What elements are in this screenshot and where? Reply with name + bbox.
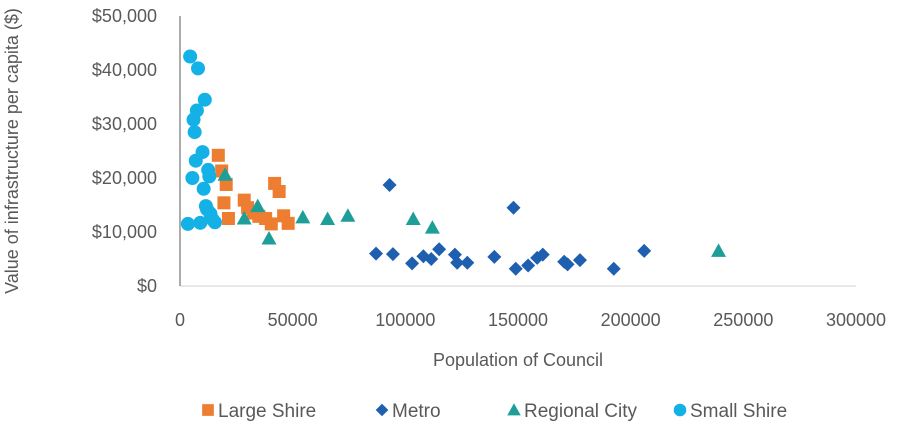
legend-marker-diamond bbox=[375, 403, 389, 417]
y-tick-label: $30,000 bbox=[92, 114, 157, 134]
legend-item-metro: Metro bbox=[375, 401, 441, 422]
x-tick-label: 100000 bbox=[375, 310, 435, 330]
y-axis-title: Value of infrastructure per capita ($) bbox=[2, 8, 22, 294]
triangle-data-point bbox=[261, 230, 277, 245]
square-data-point bbox=[272, 185, 286, 198]
square-data-point bbox=[219, 177, 233, 191]
x-axis-title: Population of Council bbox=[433, 350, 603, 370]
circle-data-point bbox=[197, 92, 212, 107]
triangle-data-point bbox=[250, 198, 266, 213]
triangle-data-point bbox=[711, 243, 727, 257]
diamond-data-point bbox=[508, 261, 523, 276]
x-tick-label: 50000 bbox=[268, 310, 318, 330]
diamond-data-point bbox=[369, 246, 384, 261]
y-tick-label: $20,000 bbox=[92, 168, 157, 188]
x-tick-label: 150000 bbox=[488, 310, 548, 330]
series-metro bbox=[369, 178, 652, 276]
diamond-data-point bbox=[460, 255, 475, 270]
legend-marker-square bbox=[202, 404, 214, 416]
square-data-point bbox=[221, 212, 235, 225]
legend-item-small-shire: Small Shire bbox=[673, 401, 787, 422]
circle-data-point bbox=[180, 216, 195, 231]
x-tick-label: 0 bbox=[175, 310, 185, 330]
square-data-point bbox=[281, 216, 295, 230]
diamond-data-point bbox=[521, 258, 536, 273]
circle-data-point bbox=[202, 169, 217, 184]
circle-data-point bbox=[185, 171, 200, 185]
diamond-data-point bbox=[405, 256, 420, 271]
x-tick-label: 300000 bbox=[826, 310, 886, 330]
y-tick-label: $0 bbox=[137, 276, 157, 296]
plot-points bbox=[180, 49, 727, 276]
diamond-data-point bbox=[424, 252, 439, 266]
diamond-data-point bbox=[530, 250, 545, 265]
diamond-data-point bbox=[572, 253, 587, 268]
legend-item-large-shire: Large Shire bbox=[202, 401, 316, 422]
series-small-shire bbox=[180, 49, 222, 231]
diamond-data-point bbox=[450, 255, 465, 270]
legend-label: Small Shire bbox=[690, 401, 787, 422]
x-tick-label: 200000 bbox=[601, 310, 661, 330]
triangle-data-point bbox=[320, 211, 336, 226]
x-tick-label: 250000 bbox=[713, 310, 773, 330]
circle-data-point bbox=[195, 145, 210, 160]
diamond-data-point bbox=[637, 243, 652, 258]
legend: Large Shire Metro Regional City Small Shire bbox=[202, 401, 787, 422]
circle-data-point bbox=[189, 103, 204, 118]
y-axis-ticks: $0 $10,000 $20,000 $30,000 $40,000 $50,000 bbox=[92, 6, 157, 296]
diamond-data-point bbox=[382, 178, 397, 193]
circle-data-point bbox=[207, 215, 222, 230]
legend-marker-triangle bbox=[507, 403, 521, 416]
diamond-data-point bbox=[385, 247, 400, 262]
y-tick-label: $40,000 bbox=[92, 60, 157, 80]
diamond-data-point bbox=[432, 242, 447, 257]
diamond-data-point bbox=[506, 200, 521, 215]
y-tick-label: $10,000 bbox=[92, 222, 157, 242]
circle-data-point bbox=[187, 125, 202, 140]
square-data-point bbox=[264, 217, 278, 231]
diamond-data-point bbox=[606, 261, 621, 276]
triangle-data-point bbox=[295, 209, 311, 224]
circle-data-point bbox=[191, 61, 206, 76]
legend-label: Large Shire bbox=[218, 401, 316, 422]
legend-label: Metro bbox=[392, 401, 441, 422]
triangle-data-point bbox=[217, 167, 233, 181]
series-large-shire bbox=[211, 148, 295, 231]
diamond-data-point bbox=[487, 249, 502, 264]
diamond-data-point bbox=[535, 247, 550, 262]
y-tick-label: $50,000 bbox=[92, 6, 157, 26]
circle-data-point bbox=[183, 49, 198, 64]
legend-item-regional-city: Regional City bbox=[507, 401, 637, 422]
circle-data-point bbox=[196, 181, 211, 196]
legend-marker-circle bbox=[673, 403, 687, 417]
triangle-data-point bbox=[236, 211, 252, 225]
x-axis-ticks: 0 50000 100000 150000 200000 250000 300000 bbox=[175, 310, 886, 330]
triangle-data-point bbox=[340, 208, 356, 222]
triangle-data-point bbox=[405, 211, 421, 226]
diamond-data-point bbox=[560, 257, 575, 272]
triangle-data-point bbox=[424, 220, 440, 234]
circle-data-point bbox=[193, 215, 208, 230]
series-regional-city bbox=[217, 167, 727, 257]
square-data-point bbox=[211, 148, 225, 162]
legend-label: Regional City bbox=[524, 401, 637, 422]
square-data-point bbox=[217, 196, 231, 210]
